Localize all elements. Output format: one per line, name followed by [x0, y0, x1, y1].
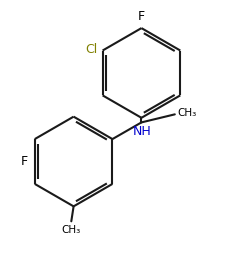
Text: Cl: Cl: [85, 43, 97, 56]
Text: CH₃: CH₃: [61, 226, 81, 235]
Text: NH: NH: [132, 125, 151, 138]
Text: F: F: [21, 155, 28, 168]
Text: CH₃: CH₃: [176, 108, 196, 118]
Text: F: F: [137, 10, 144, 23]
